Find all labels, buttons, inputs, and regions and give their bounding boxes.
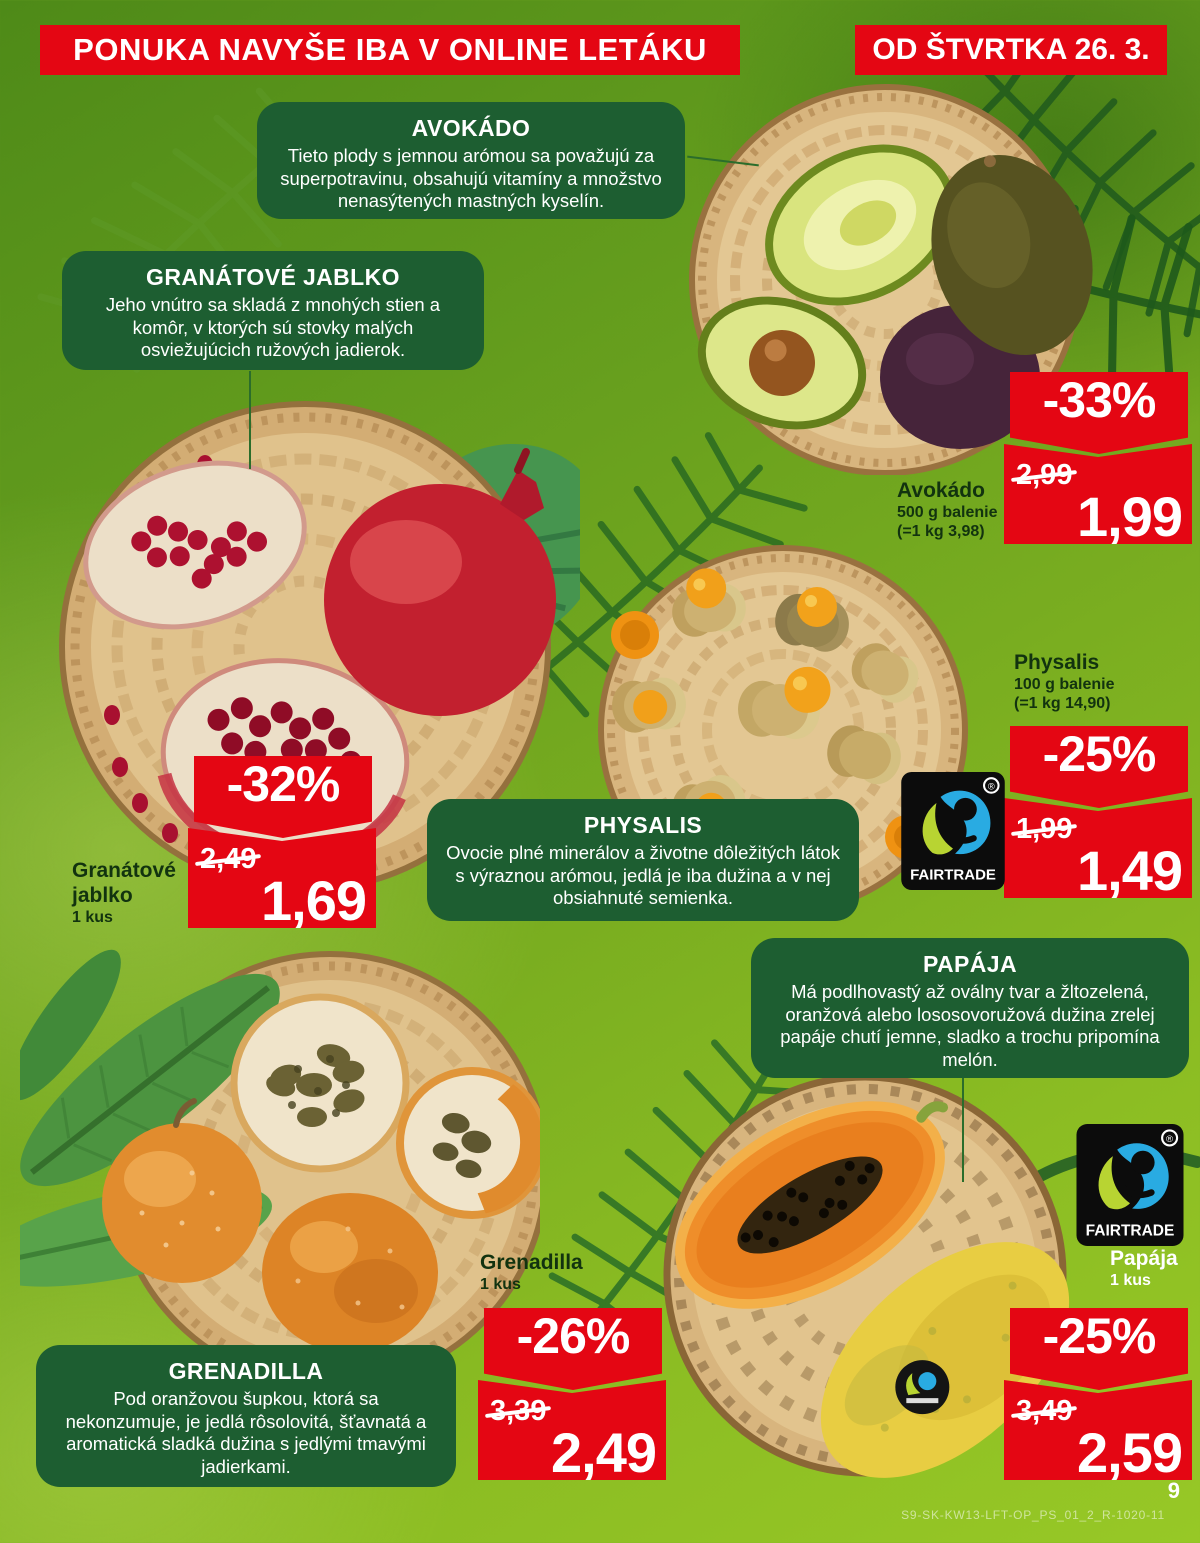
discount-badge: -33% [1010, 372, 1188, 454]
info-title: GRANÁTOVÉ JABLKO [146, 264, 400, 290]
fairtrade-logo: ® FAIRTRADE [901, 772, 1005, 890]
old-price: 2,49 [200, 843, 257, 875]
discount-value: -25% [1042, 1308, 1157, 1364]
new-price: 1,99 [1077, 485, 1183, 548]
new-price: 1,69 [261, 869, 367, 932]
info-text: Jeho vnútro sa skladá z mnohých stien a … [105, 294, 441, 361]
info-text: Má podlhovastý až oválny tvar a žltozele… [780, 981, 1160, 1070]
unit-price: (=1 kg 14,90) [1014, 695, 1111, 713]
old-price: 3,39 [490, 1395, 547, 1427]
discount-badge: -26% [484, 1308, 662, 1390]
grenadilla-half-icon [230, 993, 410, 1173]
old-price: 1,99 [1016, 813, 1073, 845]
papaya-half-icon [675, 1101, 949, 1309]
price-block-granatove-jablko: -32% 2,49 1,69 [188, 756, 378, 930]
info-box-avokado: AVOKÁDO Tieto plody s jemnou arómou sa p… [257, 102, 685, 219]
info-text: Tieto plody s jemnou arómou sa považujú … [280, 145, 662, 212]
grenadilla-whole-icon [102, 1098, 262, 1283]
info-box-granatove-jablko: GRANÁTOVÉ JABLKO Jeho vnútro sa skladá z… [62, 251, 484, 370]
product-unit: 1 kus [480, 1276, 521, 1294]
pomegranate-half-icon [83, 460, 307, 630]
product-unit: 1 kus [1110, 1272, 1151, 1290]
info-text: Ovocie plné minerálov a životne dôležitý… [446, 842, 840, 909]
registered-mark: ® [988, 782, 995, 792]
print-code: S9-SK-KW13-LFT-OP_PS_01_2_R-1020-11 [901, 1508, 1165, 1522]
info-box-grenadilla: GRENADILLA Pod oranžovou šupkou, ktorá s… [36, 1345, 456, 1487]
product-label-granatove-jablko: Granátové jablko 1 kus [72, 858, 192, 928]
price-block-papaja: -25% 3,49 2,59 [1004, 1308, 1194, 1482]
pomegranate-whole-icon [324, 448, 556, 716]
new-price: 2,59 [1077, 1421, 1183, 1484]
promo-banner: PONUKA NAVYŠE IBA V ONLINE LETÁKU [40, 25, 740, 75]
leader-line [962, 1078, 964, 1182]
grenadilla-whole-icon [262, 1193, 438, 1353]
price-block-grenadilla: -26% 3,39 2,49 [478, 1308, 668, 1482]
date-banner-text: OD ŠTVRTKA 26. 3. [872, 33, 1150, 66]
price-badge: 3,49 2,59 [1004, 1380, 1192, 1480]
registered-mark: ® [1166, 1134, 1173, 1145]
avocado-whole-green-icon [931, 155, 1093, 355]
unit-price: (=1 kg 3,98) [897, 523, 985, 541]
product-name: Granátové jablko [72, 859, 176, 908]
price-badge: 2,99 1,99 [1004, 444, 1192, 544]
discount-value: -32% [226, 756, 341, 812]
price-badge: 3,39 2,49 [478, 1380, 666, 1480]
product-name: Avokádo [897, 479, 985, 502]
old-price: 2,99 [1016, 459, 1073, 491]
promo-banner-text: PONUKA NAVYŠE IBA V ONLINE LETÁKU [73, 32, 707, 67]
discount-badge: -25% [1010, 1308, 1188, 1390]
product-label-grenadilla: Grenadilla 1 kus [480, 1250, 630, 1294]
fairtrade-logo: ® FAIRTRADE [1076, 1124, 1184, 1246]
product-name: Papája [1110, 1247, 1178, 1270]
fairtrade-wordmark: FAIRTRADE [1086, 1222, 1175, 1239]
info-box-physalis: PHYSALIS Ovocie plné minerálov a životne… [427, 799, 859, 921]
product-label-physalis: Physalis 100 g balenie (=1 kg 14,90) [1014, 650, 1174, 714]
product-label-avokado: Avokádo 500 g balenie (=1 kg 3,98) [897, 478, 1037, 542]
price-block-avokado: -33% 2,99 1,99 [1004, 372, 1194, 546]
price-badge: 1,99 1,49 [1004, 798, 1192, 898]
fairtrade-sticker-icon [895, 1360, 950, 1415]
info-title: PHYSALIS [583, 812, 703, 838]
discount-value: -25% [1042, 726, 1157, 782]
grenadilla-half-icon [396, 1067, 540, 1219]
info-title: GRENADILLA [168, 1358, 324, 1384]
discount-badge: -25% [1010, 726, 1188, 808]
discount-value: -26% [516, 1308, 631, 1364]
avocado-photo [660, 75, 1100, 475]
info-text: Pod oranžovou šupkou, ktorá sa nekonzumu… [65, 1388, 427, 1477]
price-block-physalis: -25% 1,99 1,49 [1004, 726, 1194, 900]
leader-line [249, 371, 251, 469]
new-price: 2,49 [551, 1421, 657, 1484]
product-unit: 100 g balenie [1014, 676, 1115, 694]
product-name: Grenadilla [480, 1251, 583, 1274]
avocado-half-icon [765, 144, 955, 306]
avocado-half-pit-icon [697, 296, 867, 430]
product-unit: 1 kus [72, 909, 113, 927]
discount-badge: -32% [194, 756, 372, 838]
date-banner: OD ŠTVRTKA 26. 3. [855, 25, 1167, 75]
product-label-papaja: Papája 1 kus [1110, 1246, 1200, 1290]
papaya-photo [645, 1065, 1095, 1495]
new-price: 1,49 [1077, 839, 1183, 902]
discount-value: -33% [1042, 372, 1157, 428]
product-name: Physalis [1014, 651, 1100, 674]
page-number: 9 [1167, 1478, 1180, 1503]
info-box-papaja: PAPÁJA Má podlhovastý až oválny tvar a ž… [751, 938, 1189, 1078]
fairtrade-wordmark: FAIRTRADE [910, 867, 996, 884]
old-price: 3,49 [1016, 1395, 1073, 1427]
info-title: AVOKÁDO [411, 115, 531, 141]
info-title: PAPÁJA [923, 951, 1017, 977]
price-badge: 2,49 1,69 [188, 828, 376, 928]
grenadilla-photo [20, 935, 540, 1405]
product-unit: 500 g balenie [897, 504, 998, 522]
